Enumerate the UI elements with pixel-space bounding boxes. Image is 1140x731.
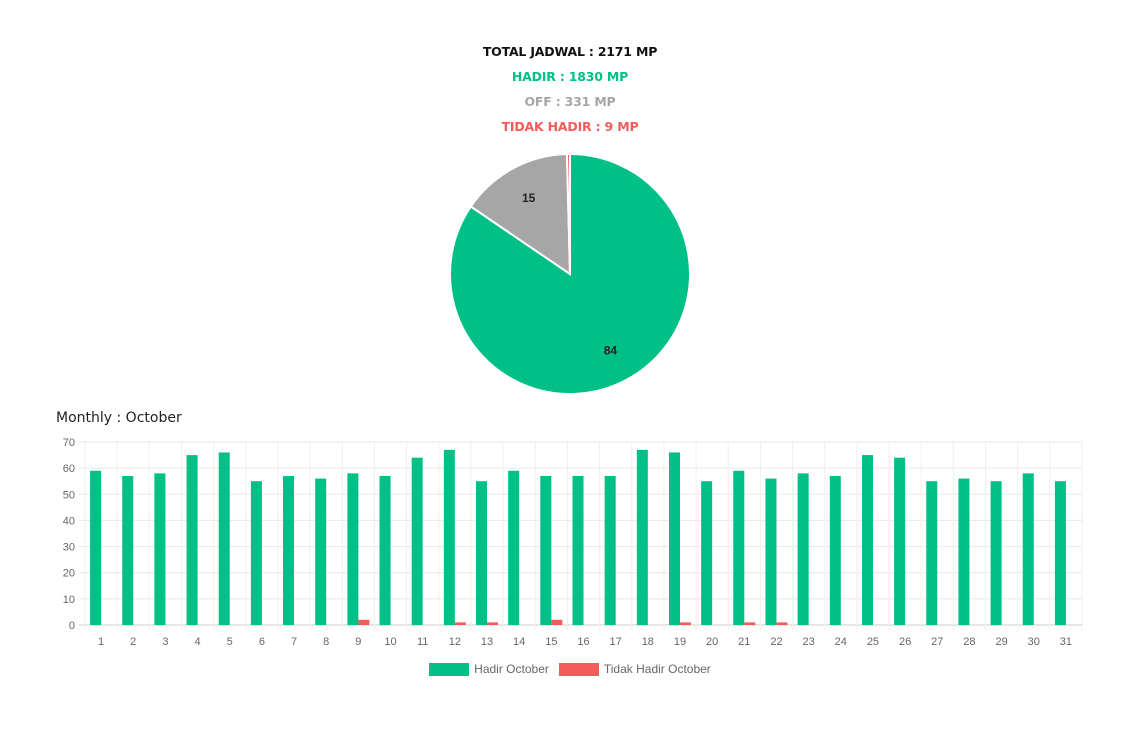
bar-hadir-day-17[interactable] [604,475,616,625]
x-tick-label: 17 [610,636,622,648]
bar-hadir-day-22[interactable] [765,478,777,625]
bar-hadir-day-12[interactable] [443,449,455,625]
x-tick-label: 28 [963,636,975,648]
x-tick-label: 22 [770,636,782,648]
legend-swatch-tidak-hadir [558,662,599,676]
tidak-hadir-label: TIDAK HADIR : 9 MP [501,119,639,134]
bar-hadir-day-5[interactable] [218,452,230,625]
bar-hadir-day-26[interactable] [894,457,906,625]
x-tick-label: 20 [706,636,718,648]
x-tick-label: 15 [545,636,557,648]
x-tick-label: 7 [291,636,297,648]
x-tick-label: 10 [384,636,396,648]
x-tick-label: 18 [642,636,654,648]
bar-hadir-day-27[interactable] [926,481,938,625]
monthly-title: Monthly : October [56,410,182,426]
bar-hadir-day-24[interactable] [829,475,841,625]
x-tick-label: 6 [259,636,265,648]
x-tick-label: 16 [577,636,589,648]
bar-hadir-day-25[interactable] [861,455,873,625]
bar-hadir-day-23[interactable] [797,473,809,625]
x-tick-label: 1 [98,636,104,648]
y-tick-label: 60 [63,463,75,475]
legend-item-hadir[interactable]: Hadir October [429,662,549,676]
bar-tidak-hadir-day-13[interactable] [487,622,499,625]
bar-hadir-day-19[interactable] [668,452,680,625]
off-label: OFF : 331 MP [524,94,616,109]
x-tick-label: 31 [1060,636,1072,648]
bar-hadir-day-14[interactable] [508,470,520,625]
x-tick-label: 8 [323,636,329,648]
y-tick-label: 50 [63,489,75,501]
legend-label-hadir: Hadir October [474,662,549,676]
bar-hadir-day-15[interactable] [540,475,552,625]
bar-hadir-day-16[interactable] [572,475,584,625]
pie-label-off: 15 [522,191,536,205]
hadir-label: HADIR : 1830 MP [511,69,629,84]
bar-hadir-day-11[interactable] [411,457,423,625]
bar-tidak-hadir-day-9[interactable] [358,619,370,625]
bar-tidak-hadir-day-21[interactable] [744,622,756,625]
x-tick-label: 11 [417,636,428,648]
x-tick-label: 30 [1028,636,1040,648]
pie-slice-off[interactable] [469,153,572,276]
bar-hadir-day-2[interactable] [122,475,134,625]
bar-chart-legend: Hadir October Tidak Hadir October [0,662,1140,676]
bar-hadir-day-29[interactable] [990,481,1002,625]
bar-tidak-hadir-day-15[interactable] [551,619,563,625]
bar-hadir-day-4[interactable] [186,455,198,625]
legend-item-tidak-hadir[interactable]: Tidak Hadir October [558,662,711,676]
y-tick-label: 0 [69,620,75,632]
x-tick-label: 3 [162,636,168,648]
x-tick-label: 23 [803,636,815,648]
bar-hadir-day-8[interactable] [315,478,327,625]
legend-label-tidak-hadir: Tidak Hadir October [603,662,711,676]
x-tick-label: 2 [130,636,136,648]
y-tick-label: 10 [63,594,75,606]
bar-hadir-day-30[interactable] [1022,473,1034,625]
attendance-pie-chart: 84 15 [449,152,691,395]
legend-swatch-hadir [429,662,470,676]
bar-hadir-day-9[interactable] [347,473,359,625]
x-tick-label: 29 [995,636,1007,648]
bar-hadir-day-1[interactable] [90,470,102,625]
x-tick-label: 14 [513,636,525,648]
x-tick-label: 13 [481,636,493,648]
total-jadwal-label: TOTAL JADWAL : 2171 MP [482,44,658,59]
y-tick-label: 20 [63,568,75,580]
pie-label-hadir: 84 [604,343,618,357]
x-tick-label: 24 [835,636,847,648]
pie-slice-hadir[interactable] [449,152,691,395]
x-tick-label: 19 [674,636,686,648]
bar-hadir-day-3[interactable] [154,473,166,625]
bar-tidak-hadir-day-19[interactable] [679,622,691,625]
bar-hadir-day-10[interactable] [379,475,391,625]
y-tick-label: 70 [63,437,75,449]
y-tick-label: 30 [63,542,75,554]
bar-tidak-hadir-day-12[interactable] [454,622,466,625]
bar-hadir-day-21[interactable] [733,470,745,625]
bar-hadir-day-6[interactable] [250,481,262,625]
bar-hadir-day-31[interactable] [1054,481,1066,625]
bar-hadir-day-18[interactable] [636,449,648,625]
pie-slice-tidak-hadir[interactable] [565,152,571,275]
bar-hadir-day-20[interactable] [701,481,713,625]
bar-hadir-day-7[interactable] [283,475,295,625]
x-tick-label: 9 [355,636,361,648]
bar-hadir-day-13[interactable] [476,481,488,625]
x-tick-label: 4 [195,636,201,648]
x-tick-label: 12 [449,636,461,648]
x-tick-label: 21 [738,636,750,648]
x-tick-label: 26 [899,636,911,648]
x-tick-label: 27 [931,636,943,648]
x-tick-label: 25 [867,636,879,648]
x-tick-label: 5 [227,636,233,648]
y-tick-label: 40 [63,515,75,527]
bar-hadir-day-28[interactable] [958,478,970,625]
bar-tidak-hadir-day-22[interactable] [776,622,788,625]
